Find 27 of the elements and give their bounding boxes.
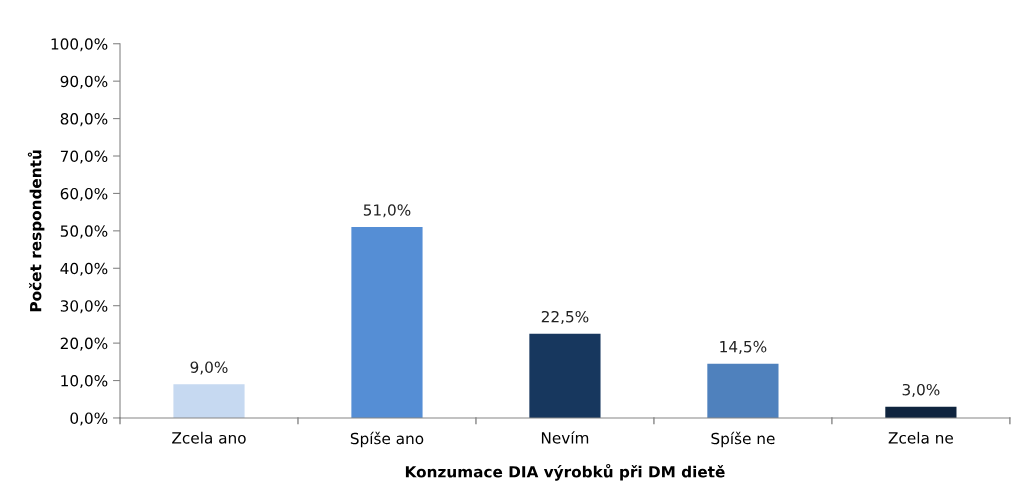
bar bbox=[529, 333, 601, 418]
data-label: 14,5% bbox=[720, 340, 767, 354]
x-tick-label: Zcela ne bbox=[888, 431, 953, 444]
y-tick-label: 60,0% bbox=[60, 187, 108, 202]
x-tick-label: Nevím bbox=[541, 431, 589, 444]
y-tick-label: 80,0% bbox=[60, 113, 108, 127]
bar bbox=[351, 227, 423, 418]
bar bbox=[707, 363, 779, 418]
data-label: 3,0% bbox=[902, 383, 940, 397]
y-tick-label: 20,0% bbox=[60, 337, 108, 351]
x-tick-label: Zcela ano bbox=[172, 431, 246, 444]
y-tick-label: 0,0% bbox=[70, 412, 108, 426]
y-tick-label: 70,0% bbox=[60, 150, 108, 164]
y-tick-label: 90,0% bbox=[60, 75, 108, 89]
data-label: 22,5% bbox=[541, 310, 589, 325]
y-tick-label: 30,0% bbox=[60, 300, 108, 314]
y-tick-label: 40,0% bbox=[60, 262, 108, 276]
data-label: 9,0% bbox=[190, 361, 228, 375]
data-label: 51,0% bbox=[363, 204, 411, 218]
x-tick-label: Spíše ano bbox=[350, 431, 424, 448]
y-axis-title: Počet respondentů bbox=[27, 150, 45, 312]
y-tick-label: 50,0% bbox=[60, 225, 108, 239]
bar bbox=[173, 384, 245, 418]
y-tick-label: 10,0% bbox=[61, 375, 108, 389]
y-tick-label: 100,0% bbox=[51, 38, 108, 52]
x-axis-title: Konzumace DIA výrobků při DM dietě bbox=[405, 463, 725, 481]
x-tick-label: Spíše ne bbox=[711, 431, 775, 448]
